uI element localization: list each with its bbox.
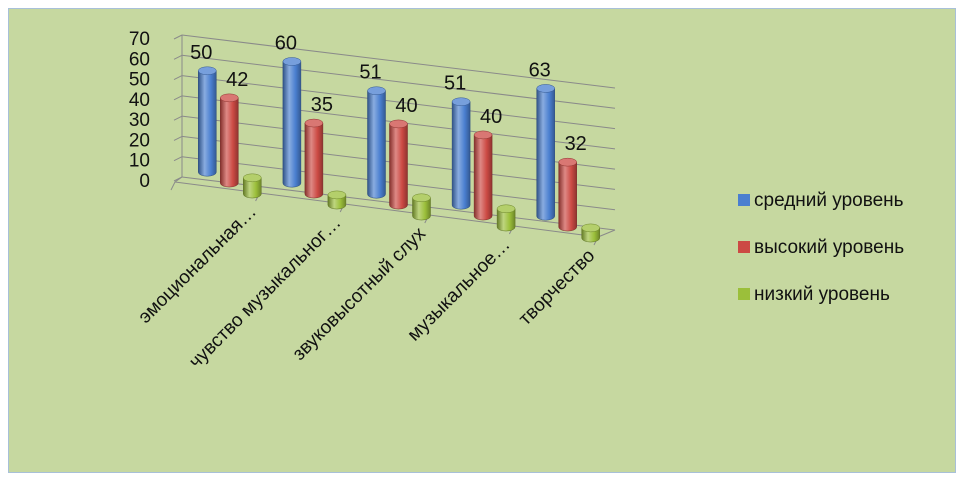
y-tick-label: 70	[129, 29, 150, 50]
data-label: 32	[565, 133, 587, 155]
data-label: 51	[444, 73, 466, 95]
bar-1-2	[327, 190, 347, 210]
legend-swatch	[738, 241, 750, 253]
legend-item: низкий уровень	[738, 284, 890, 305]
gridline	[181, 34, 616, 89]
data-label: 40	[480, 106, 502, 128]
y-tick-label: 40	[129, 90, 150, 111]
y-tick-label: 10	[129, 151, 150, 172]
y-tick-label: 60	[129, 49, 150, 70]
bar-2-0	[367, 86, 386, 199]
bar-4-2	[581, 223, 600, 243]
y-tick-label: 20	[129, 130, 150, 151]
y-tick-label: 0	[139, 171, 150, 192]
bar-0-0	[198, 66, 217, 177]
bar-4-0	[536, 84, 555, 221]
y-tick-label: 30	[129, 110, 150, 131]
data-label: 51	[359, 62, 381, 84]
x-tick-label: музыкальное…	[404, 234, 515, 345]
bar-3-0	[451, 97, 471, 210]
bar-1-0	[282, 57, 302, 188]
data-label: 60	[275, 32, 297, 54]
data-label: 63	[529, 59, 551, 81]
bar-2-1	[389, 119, 408, 210]
bar-4-1	[558, 157, 577, 232]
chart-area	[8, 8, 956, 473]
bars	[198, 57, 600, 243]
data-label: 50	[190, 42, 212, 64]
y-tick-label: 50	[129, 70, 150, 91]
legend-label: средний уровень	[754, 190, 904, 211]
data-label: 35	[311, 94, 333, 116]
bar-0-1	[220, 93, 239, 188]
x-tick-label: творчество	[515, 245, 599, 329]
legend-swatch	[738, 194, 750, 206]
data-label: 40	[395, 95, 417, 117]
legend-swatch	[738, 288, 750, 300]
legend-label: высокий уровень	[754, 237, 904, 258]
legend: средний уровень высокий уровень низкий уро…	[738, 190, 904, 305]
bar-0-2	[243, 173, 262, 199]
bar-1-1	[304, 118, 324, 199]
legend-item: высокий уровень	[738, 237, 904, 258]
legend-item: средний уровень	[738, 190, 904, 211]
x-axis-labels: эмоциональная…чувство музыкальног…звуков…	[134, 201, 599, 372]
data-labels: 50 42 60 35 51 40 51 40 63 32	[190, 32, 587, 155]
bar-3-2	[496, 204, 516, 232]
data-label: 42	[226, 69, 248, 91]
legend-label: низкий уровень	[754, 284, 890, 305]
bar-2-2	[412, 193, 431, 221]
x-tick-label: чувство музыкальног…	[185, 212, 345, 372]
bar-3-1	[473, 130, 493, 221]
